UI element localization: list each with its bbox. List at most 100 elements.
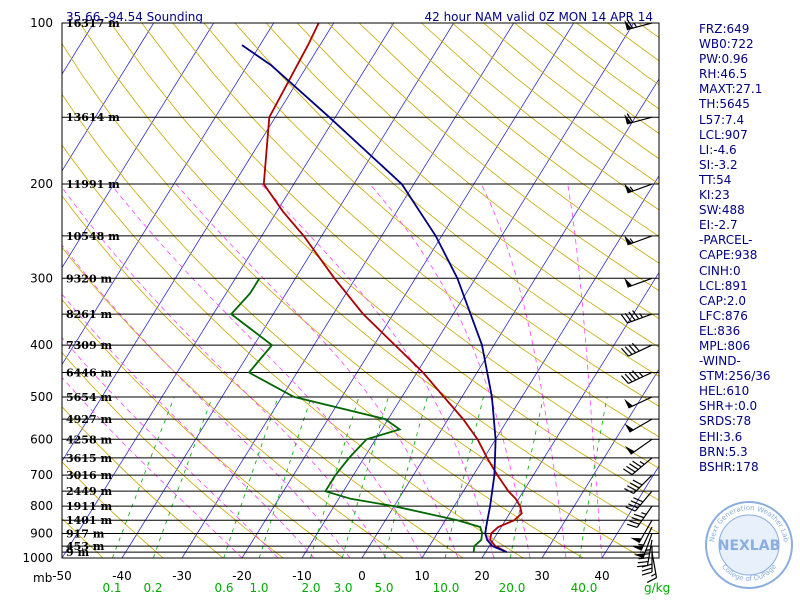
index-item: PW:0.96 xyxy=(699,52,749,67)
index-item: CAP:2.0 xyxy=(699,293,746,308)
wind-barb-staff xyxy=(627,235,653,246)
index-item: HEL:610 xyxy=(699,384,750,399)
mixing-ratio-line xyxy=(444,396,484,558)
wind-barb-half xyxy=(639,460,645,465)
temperature-tick-label: -20 xyxy=(232,569,252,583)
wind-barb-full xyxy=(623,468,633,476)
wind-barb xyxy=(624,183,653,194)
mixing-ratio-tick-label: 1.0 xyxy=(249,581,268,595)
wind-barb xyxy=(625,490,653,512)
wind-barb-flag xyxy=(624,235,633,245)
height-label: 10548 m xyxy=(66,230,120,243)
wind-barb-full xyxy=(626,465,636,473)
wind-barb-full xyxy=(626,523,638,529)
wind-barb-half xyxy=(629,186,634,192)
wind-barb-full xyxy=(621,375,629,384)
wind-barb xyxy=(624,18,653,31)
parcel-profile-line xyxy=(241,44,507,553)
temperature-tick-label: 0 xyxy=(358,569,366,583)
pressure-tick-label: 700 xyxy=(30,468,53,482)
sounding-valid-time: 42 hour NAM valid 0Z MON 14 APR 14 xyxy=(424,10,653,24)
wind-barb xyxy=(624,418,653,433)
index-item: -PARCEL- xyxy=(699,233,753,248)
isotherm-line xyxy=(62,23,215,269)
pressure-tick-label: 300 xyxy=(30,271,53,285)
wind-barb xyxy=(624,438,653,455)
height-label: 8261 m xyxy=(66,308,112,321)
wind-barb xyxy=(621,342,653,357)
wind-barb-full xyxy=(632,460,642,468)
axis-labels: 16317 m 13614 m 11991 m 10548 m 9320 m 8261 m… xyxy=(22,16,670,595)
wind-barb-full xyxy=(629,482,640,489)
height-label: 6446 m xyxy=(66,366,112,379)
wind-barb-full xyxy=(632,310,640,320)
wind-barb-full xyxy=(626,113,634,123)
pressure-unit-label: mb xyxy=(33,571,52,585)
mixing-ratio-tick-label: 5.0 xyxy=(374,581,393,595)
temperature-tick-label: -30 xyxy=(172,569,192,583)
wind-barbs xyxy=(620,18,658,583)
wind-barb xyxy=(620,310,653,324)
wind-barb-staff xyxy=(642,533,653,559)
wind-barb-flag xyxy=(624,398,633,408)
height-label: 4927 m xyxy=(66,413,112,426)
wind-barb-full xyxy=(638,557,649,560)
index-item: KI:23 xyxy=(699,188,730,203)
wind-barb-staff xyxy=(651,552,658,578)
wind-barb-flag xyxy=(633,553,645,558)
wind-barb-full xyxy=(641,571,653,576)
temperature-tick-label: -40 xyxy=(112,569,132,583)
mixing-ratio-line xyxy=(223,396,279,558)
index-item: MPL:806 xyxy=(699,338,751,353)
wind-barb xyxy=(633,533,653,559)
temperature-tick-label: 20 xyxy=(474,569,489,583)
wind-barb-full xyxy=(628,311,636,321)
wind-barb-full xyxy=(630,500,641,506)
height-label: 453 m xyxy=(66,540,105,553)
index-item: EHI:3.6 xyxy=(699,429,743,444)
height-label: 917 m xyxy=(66,528,105,541)
wind-barb-half xyxy=(650,573,657,577)
wind-barb xyxy=(624,474,653,495)
index-item: LCL:891 xyxy=(699,278,748,293)
mixing-ratio-line xyxy=(579,396,608,558)
wind-barb xyxy=(624,396,653,409)
pressure-tick-label: 200 xyxy=(30,177,53,191)
index-item: L57:7.4 xyxy=(699,112,745,127)
isotherm-line xyxy=(541,368,659,558)
mixing-ratio-grid xyxy=(112,396,608,558)
height-label: 9320 m xyxy=(66,272,112,285)
index-item: SHR+:0.0 xyxy=(699,399,758,414)
mixing-ratio-unit-label: g/kg xyxy=(644,581,670,595)
mixing-ratio-line xyxy=(509,396,544,558)
wind-barb-full xyxy=(637,564,648,568)
isotherm-line xyxy=(421,174,659,558)
wind-barb-staff xyxy=(633,474,653,494)
height-label: 2449 m xyxy=(66,485,112,498)
index-item: FRZ:649 xyxy=(699,22,750,36)
isotherm-line xyxy=(301,23,635,558)
wind-barb-full xyxy=(625,506,636,512)
isotherm-line xyxy=(62,23,335,462)
height-label: 7309 m xyxy=(66,339,112,352)
index-item: LFC:876 xyxy=(699,308,748,323)
index-item: CAPE:938 xyxy=(699,248,758,263)
pressure-tick-label: 600 xyxy=(30,432,53,446)
wind-barb-flag xyxy=(624,114,632,124)
mixing-ratio-tick-label: 0.1 xyxy=(102,581,121,595)
wind-barb xyxy=(626,505,653,529)
wind-barb-full xyxy=(628,503,639,509)
isotherm-line xyxy=(121,23,455,558)
wind-barb-staff xyxy=(627,313,653,324)
dewpoint-profile-line xyxy=(229,277,484,553)
index-item: LCL:907 xyxy=(699,127,748,142)
wind-barb-flag xyxy=(624,423,634,433)
wind-barb xyxy=(630,519,653,544)
stability-indices-list: FRZ:649 WB0:722 PW:0.96 RH:46.5 MAXT:27.1 TH:… xyxy=(699,22,771,475)
index-item: SI:-3.2 xyxy=(699,157,738,172)
index-item: MAXT:27.1 xyxy=(699,82,763,97)
index-item: STM:256/36 xyxy=(699,369,771,384)
mixing-ratio-tick-label: 0.2 xyxy=(143,581,162,595)
